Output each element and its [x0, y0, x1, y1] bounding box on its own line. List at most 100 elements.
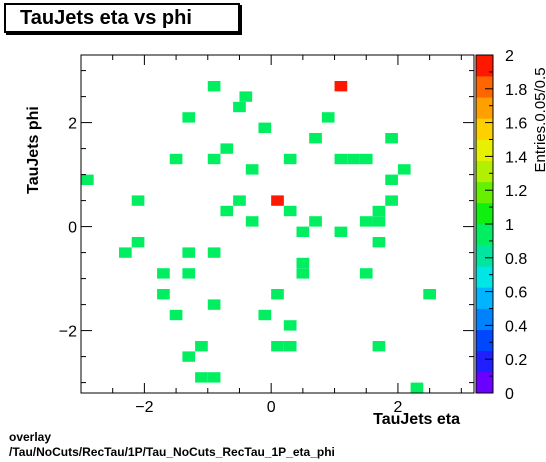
- palette-swatch: [476, 160, 493, 183]
- heatmap-bin: [410, 382, 424, 393]
- heatmap-bin: [220, 143, 234, 154]
- palette-tick-label: 0.8: [505, 251, 527, 268]
- heatmap-bin: [334, 226, 348, 237]
- heatmap-bin: [423, 289, 436, 300]
- heatmap-bin: [385, 174, 398, 185]
- heatmap-bin: [245, 164, 259, 175]
- heatmap-bin: [182, 247, 196, 258]
- heatmap-bin: [359, 153, 373, 165]
- palette-swatch: [476, 55, 493, 77]
- heatmap-bin: [296, 268, 310, 279]
- palette-swatch: [476, 371, 493, 394]
- heatmap-bin: [81, 174, 94, 185]
- palette-swatch: [476, 308, 493, 330]
- heatmap-bin: [182, 112, 196, 123]
- y-axis-label: TauJets phi: [25, 106, 42, 194]
- heatmap-bin: [283, 205, 297, 217]
- palette-tick-label: 1.8: [505, 82, 527, 99]
- heatmap-bin: [334, 81, 348, 92]
- heatmap-bin: [207, 81, 221, 92]
- heatmap-bin: [397, 164, 411, 175]
- palette-tick-label: 1.4: [505, 149, 527, 166]
- heatmap-bin: [372, 341, 386, 352]
- heatmap-bin: [271, 341, 284, 352]
- heatmap-bin: [169, 309, 183, 321]
- footer-histogram-path: /Tau/NoCuts/RecTau/1P/Tau_NoCuts_RecTau_…: [9, 445, 335, 459]
- heatmap-bin: [372, 216, 386, 227]
- palette-tick-label: 0.2: [505, 352, 527, 369]
- palette-swatch: [476, 202, 493, 225]
- plot-frame: [80, 54, 475, 394]
- heatmap-bin: [372, 237, 386, 248]
- heatmap-bin: [131, 195, 145, 206]
- footer-overlay-label: overlay: [9, 430, 52, 444]
- palette-swatch: [476, 287, 493, 309]
- heatmap-bin: [233, 101, 246, 113]
- heatmap-bin: [296, 257, 310, 269]
- x-axis-label: TauJets eta: [373, 411, 460, 428]
- heatmap-bin: [207, 299, 221, 310]
- palette-tick-label: 1: [505, 217, 514, 234]
- palette-swatch: [476, 224, 493, 246]
- chart-title: TauJets eta vs phi: [20, 7, 192, 29]
- y-tick-label: 2: [68, 116, 77, 133]
- heatmap-bin: [271, 195, 284, 206]
- palette-swatch: [476, 76, 493, 98]
- palette-swatch: [476, 139, 493, 161]
- heatmap-bin: [182, 268, 196, 279]
- palette-tick-label: 2: [505, 48, 514, 65]
- heatmap-bin: [233, 195, 246, 206]
- heatmap-bin: [271, 289, 284, 300]
- palette-tick-label: 1.6: [505, 116, 527, 133]
- heatmap-bin: [182, 351, 196, 362]
- palette-tick-label: 0.4: [505, 318, 527, 335]
- heatmap-bin: [195, 372, 208, 383]
- palette-swatch: [476, 181, 493, 204]
- heatmap-bin: [359, 216, 373, 227]
- heatmap-bin: [283, 153, 297, 165]
- heatmap-bin: [283, 341, 297, 352]
- heatmap-bin: [207, 247, 221, 258]
- heatmap-bin: [309, 216, 322, 227]
- heatmap-bin: [220, 205, 234, 217]
- x-tick-label: 2: [393, 399, 402, 416]
- palette-swatch: [476, 245, 493, 267]
- title-box: TauJets eta vs phi: [4, 3, 240, 33]
- heatmap-bin: [207, 372, 221, 383]
- y-tick-label: 0: [68, 220, 77, 237]
- x-tick-label: −2: [135, 399, 153, 416]
- palette-swatch: [476, 266, 493, 288]
- heatmap-bin: [195, 341, 208, 352]
- heatmap-bin: [157, 268, 170, 279]
- heatmap-bin: [169, 153, 183, 165]
- heatmap-bin: [207, 153, 221, 165]
- palette-swatch: [476, 118, 493, 140]
- heatmap-bin: [283, 320, 297, 331]
- heatmap-bin: [258, 122, 272, 133]
- axes: −2 0 2 −2 0 2: [59, 55, 474, 416]
- z-axis-label: Entries.0.05/0.5: [532, 67, 546, 172]
- y-tick-label: −2: [59, 324, 77, 341]
- palette-tick-label: 0.6: [505, 285, 527, 302]
- heatmap-bin: [157, 289, 170, 300]
- heatmap-bin: [385, 133, 398, 144]
- palette-tick-label: 0: [505, 386, 514, 403]
- palette-swatch: [476, 97, 493, 119]
- palette-tick-label: 1.2: [505, 183, 527, 200]
- heatmap-bin: [239, 91, 253, 102]
- color-palette: 0 0.2 0.4 0.6 0.8 1 1.2 1.4 1.6 1.8 2: [475, 48, 527, 403]
- heatmap-bin: [296, 226, 310, 237]
- heatmap-bin: [334, 153, 348, 165]
- heatmap-bin: [347, 153, 360, 165]
- heatmap-bin: [131, 237, 145, 248]
- heatmap-bin: [359, 268, 373, 279]
- heatmap-bins: [81, 81, 436, 393]
- heatmap-bin: [119, 247, 132, 258]
- heatmap-bin: [245, 216, 259, 227]
- heatmap-bin: [372, 205, 386, 217]
- x-tick-label: 0: [267, 399, 276, 416]
- palette-swatch: [476, 329, 493, 352]
- heatmap-bin: [258, 309, 272, 321]
- heatmap-bin: [321, 112, 335, 123]
